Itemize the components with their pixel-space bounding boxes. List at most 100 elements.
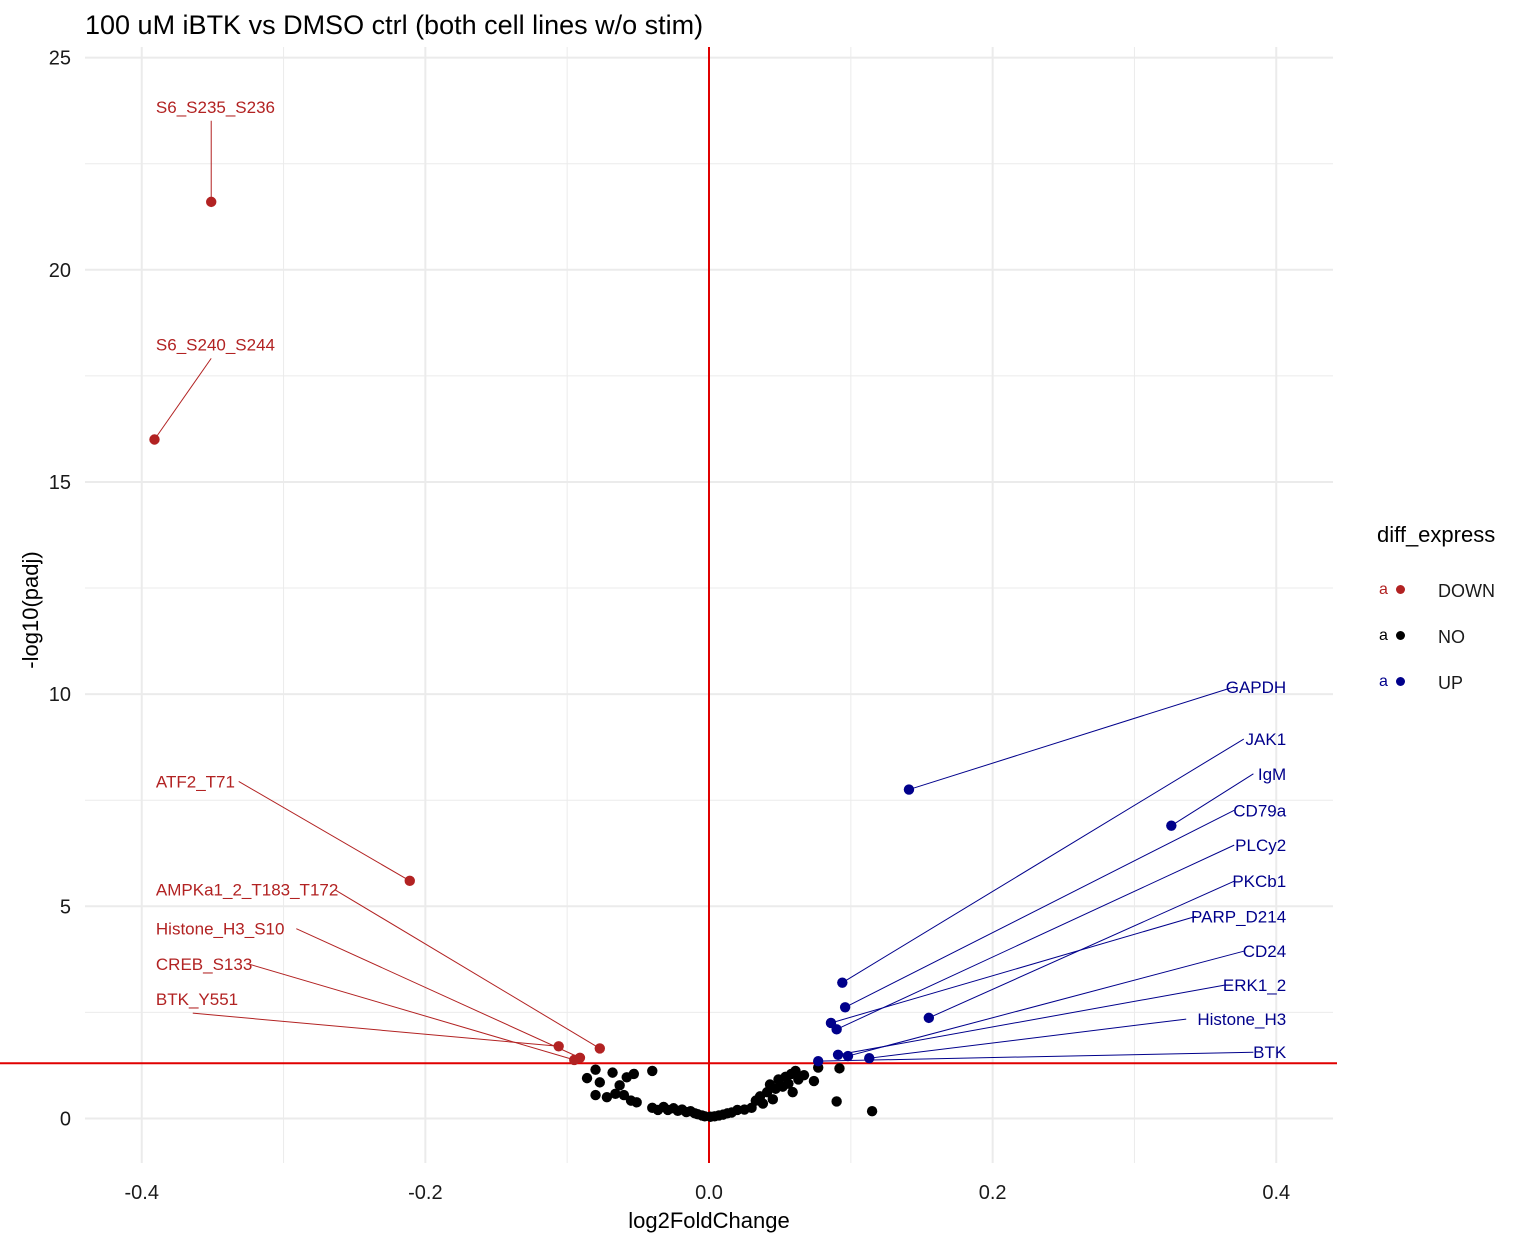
- point-label: S6_S240_S244: [156, 335, 275, 354]
- reference-lines: [0, 47, 1337, 1163]
- point-label: Histone_H3: [1197, 1010, 1286, 1029]
- label-leader-line: [1171, 773, 1254, 827]
- point-up: [832, 1049, 844, 1060]
- label-leader-line: [248, 963, 575, 1061]
- point-no: [866, 1106, 878, 1117]
- legend-key-glyph: a: [1379, 581, 1388, 598]
- point-no: [767, 1094, 779, 1105]
- point-label: S6_S235_S236: [156, 98, 275, 117]
- x-tick-label: 0.0: [695, 1182, 723, 1204]
- label-leader-line: [837, 984, 1225, 1056]
- point-down: [404, 875, 415, 887]
- x-tick-label: -0.2: [408, 1182, 442, 1204]
- label-leader-line: [296, 928, 581, 1059]
- label-leader-line: [192, 1012, 559, 1047]
- y-tick-label: 5: [60, 896, 71, 918]
- point-no: [783, 1078, 794, 1089]
- point-down: [594, 1043, 605, 1054]
- label-leader-line: [238, 781, 411, 882]
- legend-key-dot: [1396, 631, 1405, 640]
- point-no: [614, 1080, 625, 1091]
- legend-key-dot: [1396, 677, 1405, 686]
- x-tick-label: 0.4: [1262, 1182, 1290, 1204]
- label-leader-line: [844, 809, 1235, 1008]
- legend-key-glyph: a: [1379, 627, 1388, 644]
- legend-entry: a UP: [1377, 660, 1495, 706]
- label-leader-lines: [154, 120, 1254, 1062]
- legend-label: NO: [1438, 626, 1465, 647]
- x-tick-label: -0.4: [124, 1182, 158, 1204]
- point-label: CREB_S133: [156, 955, 252, 974]
- legend-title: diff_express: [1377, 522, 1496, 547]
- label-leader-line: [830, 915, 1196, 1024]
- label-leader-line: [334, 889, 601, 1049]
- point-up: [842, 1050, 854, 1062]
- point-up: [825, 1017, 837, 1029]
- point-label: CD24: [1243, 942, 1286, 961]
- legend-key-icon: a: [1377, 673, 1413, 693]
- y-tick-label: 25: [49, 48, 71, 70]
- point-label: BTK: [1253, 1043, 1287, 1062]
- label-leader-line: [847, 950, 1244, 1057]
- point-up: [837, 977, 848, 988]
- point-no: [798, 1069, 810, 1081]
- label-leader-line: [154, 358, 212, 440]
- point-down: [569, 1054, 580, 1066]
- legend: diff_express a DOWN a NO a UP: [1377, 522, 1495, 706]
- point-label: GAPDH: [1226, 678, 1286, 697]
- label-leader-line: [842, 738, 1245, 984]
- point-no: [834, 1063, 845, 1074]
- point-no: [618, 1089, 630, 1101]
- x-tick-label: 0.2: [979, 1182, 1007, 1204]
- label-leader-line: [908, 686, 1235, 791]
- point-no: [631, 1097, 642, 1108]
- point-down: [149, 434, 160, 445]
- point-up: [864, 1052, 875, 1064]
- point-up: [923, 1012, 935, 1024]
- point-no: [790, 1065, 801, 1077]
- point-no: [831, 1096, 842, 1107]
- point-up: [903, 784, 915, 795]
- point-label: ERK1_2: [1223, 976, 1286, 995]
- point-no: [590, 1064, 601, 1075]
- legend-label: UP: [1438, 672, 1464, 693]
- point-no: [757, 1098, 769, 1109]
- legend-key-dot: [1396, 585, 1405, 594]
- point-label: ATF2_T71: [156, 772, 235, 791]
- point-no: [808, 1075, 820, 1087]
- point-label: PLCy2: [1235, 836, 1286, 855]
- point-no: [594, 1077, 605, 1088]
- point-up: [839, 1002, 851, 1013]
- point-no: [628, 1068, 640, 1080]
- point-up: [1166, 820, 1177, 831]
- legend-entries: a DOWN a NO a UP: [1377, 568, 1495, 706]
- point-up: [813, 1055, 824, 1067]
- point-no: [590, 1089, 601, 1101]
- x-axis-label: log2FoldChange: [628, 1208, 789, 1233]
- legend-entry: a DOWN: [1377, 568, 1495, 614]
- y-tick-label: 0: [60, 1108, 71, 1130]
- data-points: [149, 196, 1177, 1122]
- point-label: AMPKa1_2_T183_T172: [156, 881, 338, 900]
- point-labels: S6_S235_S236 S6_S240_S244 ATF2_T71 AMPKa1_2…: [156, 98, 1287, 1062]
- point-no: [601, 1092, 613, 1103]
- legend-entry: a NO: [1377, 614, 1495, 660]
- point-no: [787, 1086, 798, 1098]
- label-leader-line: [818, 1051, 1254, 1062]
- label-leader-line: [869, 1018, 1187, 1059]
- y-tick-label: 10: [49, 684, 71, 706]
- point-label: PARP_D214: [1191, 907, 1286, 926]
- point-label: IgM: [1258, 765, 1286, 784]
- legend-label: DOWN: [1438, 580, 1495, 601]
- legend-key-icon: a: [1377, 581, 1413, 601]
- y-axis-label: -log10(padj): [18, 551, 43, 668]
- point-label: Histone_H3_S10: [156, 920, 285, 939]
- point-no: [647, 1065, 658, 1077]
- point-no: [607, 1067, 618, 1078]
- point-no: [581, 1072, 593, 1084]
- point-label: PKCb1: [1232, 872, 1286, 891]
- point-label: BTK_Y551: [156, 990, 238, 1009]
- point-label: CD79a: [1233, 801, 1286, 820]
- axis-tick-labels: -0.4 -0.2 0.0 0.2 0.4 0 5 10 15 20 25: [49, 48, 1290, 1204]
